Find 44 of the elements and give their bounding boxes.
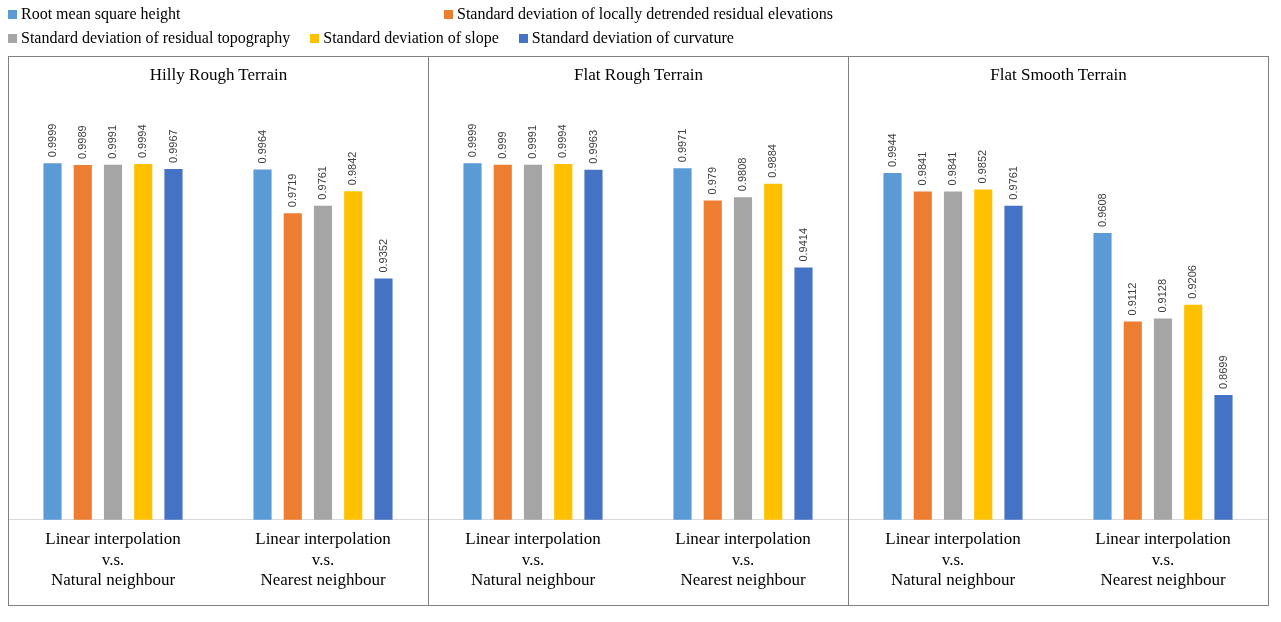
data-label: 0.9808: [736, 157, 749, 192]
data-label: 0.9761: [1006, 166, 1019, 200]
legend-label: Standard deviation of locally detrended residual elevations: [457, 5, 833, 23]
text: Flat Rough Terrain: [573, 65, 704, 85]
data-label: 0.9994: [136, 124, 149, 159]
data-label: 0.9128: [1156, 278, 1169, 313]
text: Hilly Rough Terrain: [148, 65, 289, 85]
data-label: 0.9608: [1095, 193, 1108, 227]
legend-label: Standard deviation of residual topography: [21, 29, 291, 47]
data-label: 0.9971: [675, 128, 688, 163]
data-label: 0.9963: [586, 129, 599, 164]
data-label: 0.9989: [75, 125, 88, 159]
data-label: 0.9414: [796, 227, 809, 262]
data-label: 0.9112: [1125, 282, 1138, 316]
data-label: 0.9967: [166, 129, 179, 163]
data-label: 0.9994: [556, 124, 569, 159]
data-label: 0.9206: [1186, 265, 1199, 299]
data-label: 0.9999: [465, 123, 478, 158]
legend-label: Standard deviation of curvature: [531, 29, 734, 47]
data-label: 0.9991: [526, 124, 539, 159]
data-label: 0.9884: [766, 144, 779, 178]
data-label: 0.9719: [285, 173, 298, 208]
data-label: 0.9852: [976, 149, 989, 184]
x-tick-label: Linear interpolation v.s. Natural neighbour: [885, 529, 1022, 590]
data-label: 0.979: [705, 166, 718, 195]
legend-label: Root mean square height: [21, 5, 181, 23]
x-tick-label: Linear interpolation v.s. Natural neighbour: [465, 529, 602, 590]
data-label: 0.9352: [376, 238, 389, 273]
x-tick-label: Linear interpolation v.s. Nearest neighbour: [1095, 529, 1232, 590]
data-label: 0.9999: [45, 123, 58, 158]
data-label: 0.9841: [946, 151, 959, 186]
data-label: 0.9991: [106, 124, 119, 159]
x-tick-label: Linear interpolation v.s. Natural neighbour: [45, 529, 182, 590]
text: Flat Smooth Terrain: [989, 65, 1128, 85]
data-label: 0.9964: [255, 129, 268, 164]
x-tick-label: Linear interpolation v.s. Nearest neighbour: [675, 529, 812, 590]
data-label: 0.999: [495, 131, 508, 159]
data-label: 0.9761: [316, 166, 329, 200]
data-label: 0.8699: [1216, 355, 1229, 390]
data-label: 0.9842: [346, 151, 359, 186]
legend-label: Standard deviation of slope: [323, 29, 499, 47]
data-label: 0.9841: [915, 151, 928, 186]
data-label: 0.9944: [885, 133, 898, 168]
x-tick-label: Linear interpolation v.s. Nearest neighbour: [255, 529, 392, 590]
